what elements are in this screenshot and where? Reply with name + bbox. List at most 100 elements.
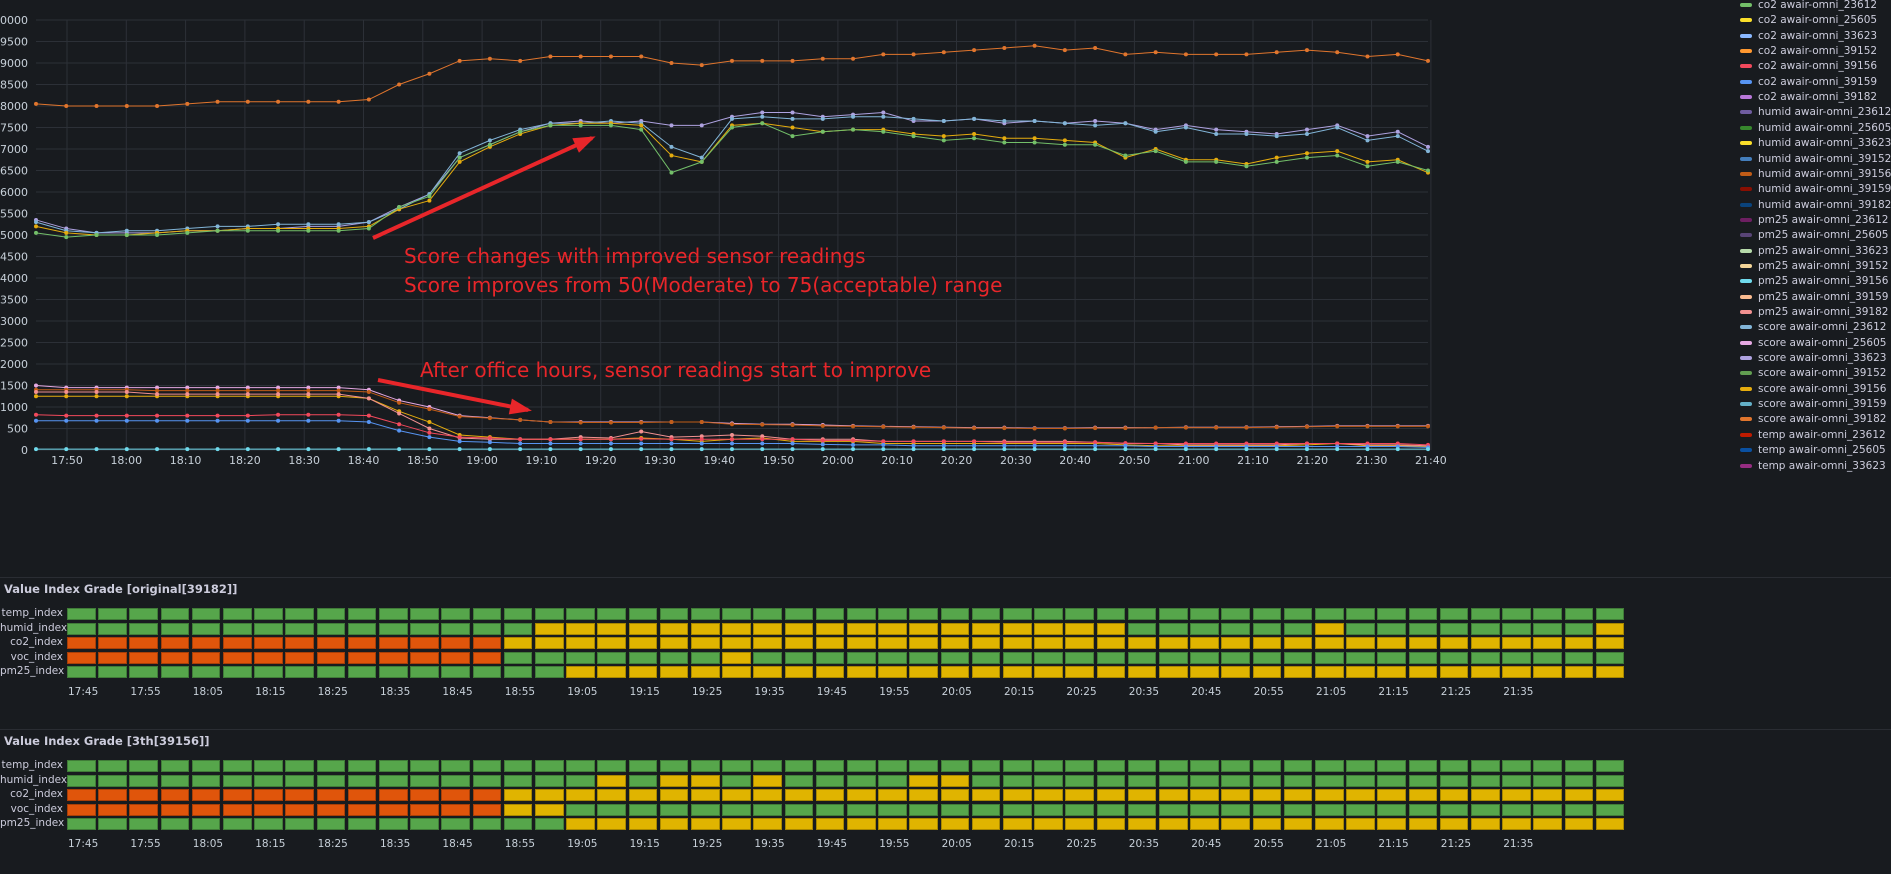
grade-cell[interactable] — [160, 818, 190, 831]
grade-cell[interactable] — [1065, 637, 1094, 650]
grade-cell[interactable] — [1003, 608, 1032, 620]
legend-item[interactable]: score awair-omni_39159 — [1732, 395, 1886, 413]
grade-cell[interactable] — [1221, 666, 1250, 679]
grade-cell[interactable] — [1003, 666, 1032, 679]
grade-cell[interactable] — [410, 803, 439, 816]
grade-cell[interactable] — [659, 760, 689, 772]
grade-cell[interactable] — [254, 803, 283, 816]
grade-cell[interactable] — [535, 760, 564, 772]
grade-cell[interactable] — [1533, 666, 1562, 679]
grade-cell[interactable] — [722, 651, 751, 664]
grade-cell[interactable] — [1408, 666, 1438, 679]
grade-cell[interactable] — [847, 651, 876, 664]
grade-cell[interactable] — [129, 774, 158, 787]
grade-cell[interactable] — [1377, 622, 1406, 635]
grade-cell[interactable] — [1315, 608, 1344, 620]
grade-cell[interactable] — [784, 637, 814, 650]
grade-cell[interactable] — [129, 651, 158, 664]
grade-cell[interactable] — [878, 760, 907, 772]
grade-cell[interactable] — [909, 789, 938, 802]
grade-cell[interactable] — [347, 803, 377, 816]
grade-cell[interactable] — [659, 637, 689, 650]
grade-cell[interactable] — [1283, 637, 1313, 650]
grade-cell[interactable] — [784, 803, 814, 816]
grade-cell[interactable] — [1377, 760, 1406, 772]
grade-cell[interactable] — [535, 622, 564, 635]
grade-cell[interactable] — [410, 608, 439, 620]
grade-cell[interactable] — [1502, 666, 1531, 679]
grade-cell[interactable] — [472, 622, 502, 635]
grade-cell[interactable] — [503, 789, 533, 802]
grade-cell[interactable] — [1221, 774, 1250, 787]
grade-cell[interactable] — [67, 622, 96, 635]
grade-cell[interactable] — [441, 818, 470, 831]
grade-cell[interactable] — [1346, 622, 1375, 635]
grade-cell[interactable] — [1564, 666, 1594, 679]
grade-cell[interactable] — [628, 789, 658, 802]
grade-cell[interactable] — [784, 789, 814, 802]
grade-cell[interactable] — [472, 803, 502, 816]
grade-cell[interactable] — [815, 774, 845, 787]
grade-cell[interactable] — [98, 608, 127, 620]
grade-cell[interactable] — [410, 666, 439, 679]
grade-cell[interactable] — [1471, 637, 1500, 650]
grade-cell[interactable] — [940, 818, 970, 831]
grade-cell[interactable] — [1533, 818, 1562, 831]
grade-cell[interactable] — [1127, 760, 1157, 772]
legend-item[interactable]: score awair-omni_25605 — [1732, 334, 1886, 352]
grade-cell[interactable] — [1408, 818, 1438, 831]
grade-cell[interactable] — [815, 789, 845, 802]
grade-cell[interactable] — [628, 622, 658, 635]
grade-cell[interactable] — [285, 608, 314, 620]
grade-cell[interactable] — [566, 666, 595, 679]
grade-cell[interactable] — [1377, 651, 1406, 664]
grade-cell[interactable] — [1408, 789, 1438, 802]
legend-item[interactable]: score awair-omni_23612 — [1732, 318, 1886, 336]
grade-cell[interactable] — [628, 774, 658, 787]
grade-cell[interactable] — [878, 666, 907, 679]
legend-item[interactable]: temp awair-omni_25605 — [1732, 441, 1886, 459]
grade-cell[interactable] — [1096, 774, 1126, 787]
grade-cell[interactable] — [1190, 622, 1219, 635]
grade-cell[interactable] — [1595, 608, 1625, 620]
grade-cell[interactable] — [784, 651, 814, 664]
grade-cell[interactable] — [316, 803, 346, 816]
grade-cell[interactable] — [67, 818, 96, 831]
grade-cell[interactable] — [847, 803, 876, 816]
grade-cell[interactable] — [1003, 803, 1032, 816]
grade-cell[interactable] — [1533, 622, 1562, 635]
grade-cell[interactable] — [98, 774, 127, 787]
grade-cell[interactable] — [1127, 803, 1157, 816]
grade-cell[interactable] — [1346, 818, 1375, 831]
grade-cell[interactable] — [223, 651, 252, 664]
grade-cell[interactable] — [191, 789, 221, 802]
grade-cell[interactable] — [753, 818, 782, 831]
grade-cell[interactable] — [1377, 803, 1406, 816]
legend-item[interactable]: pm25 awair-omni_39152 — [1732, 257, 1888, 275]
grade-cell[interactable] — [1065, 622, 1094, 635]
grade-cell[interactable] — [1159, 760, 1188, 772]
grade-cell[interactable] — [129, 622, 158, 635]
grade-cell[interactable] — [1096, 760, 1126, 772]
grade-cell[interactable] — [971, 637, 1001, 650]
grade-cell[interactable] — [1190, 608, 1219, 620]
grade-cell[interactable] — [1408, 637, 1438, 650]
grade-cell[interactable] — [223, 666, 252, 679]
grade-cell[interactable] — [67, 789, 96, 802]
grade-cell[interactable] — [67, 651, 96, 664]
grade-cell[interactable] — [722, 622, 751, 635]
grade-cell[interactable] — [1346, 666, 1375, 679]
grade-cell[interactable] — [1315, 803, 1344, 816]
grade-cell[interactable] — [1283, 803, 1313, 816]
grade-cell[interactable] — [940, 666, 970, 679]
grade-cell[interactable] — [909, 803, 938, 816]
grade-cell[interactable] — [1595, 666, 1625, 679]
grade-cell[interactable] — [410, 637, 439, 650]
grade-cell[interactable] — [1408, 760, 1438, 772]
grade-cell[interactable] — [691, 774, 720, 787]
grade-cell[interactable] — [628, 651, 658, 664]
grade-cell[interactable] — [441, 789, 470, 802]
grade-cell[interactable] — [1408, 803, 1438, 816]
grade-cell[interactable] — [1034, 608, 1063, 620]
grade-cell[interactable] — [1502, 651, 1531, 664]
